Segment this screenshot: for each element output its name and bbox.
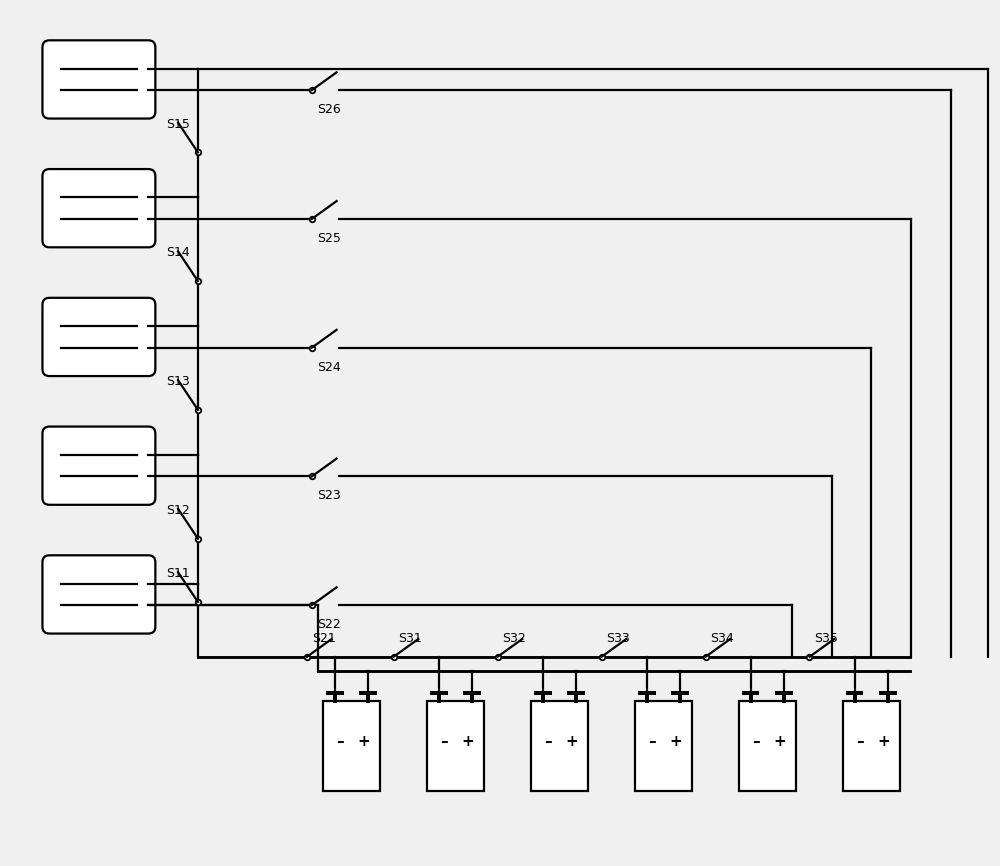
Text: –: – [336,734,343,748]
FancyBboxPatch shape [42,555,155,634]
Text: S13: S13 [166,375,190,388]
FancyBboxPatch shape [42,298,155,376]
Text: S22: S22 [317,618,341,631]
Text: S11: S11 [166,567,190,580]
Text: –: – [440,734,447,748]
Text: S33: S33 [606,632,630,645]
Text: +: + [773,734,786,748]
FancyBboxPatch shape [42,169,155,248]
Text: S34: S34 [710,632,734,645]
Text: –: – [856,734,863,748]
Text: +: + [565,734,578,748]
Text: S15: S15 [166,118,190,131]
Text: S24: S24 [317,360,341,373]
Text: S31: S31 [398,632,422,645]
Text: –: – [752,734,759,748]
Text: S23: S23 [317,489,341,502]
Text: +: + [461,734,474,748]
Text: +: + [357,734,370,748]
Text: S21: S21 [312,632,336,645]
Bar [843,701,900,791]
Text: +: + [877,734,890,748]
Text: S26: S26 [317,103,341,116]
Bar [427,701,484,791]
Bar [323,701,380,791]
Text: S14: S14 [166,246,190,259]
Bar [739,701,796,791]
Bar [635,701,692,791]
Text: S25: S25 [317,232,341,245]
Text: +: + [669,734,682,748]
FancyBboxPatch shape [42,427,155,505]
Text: S32: S32 [502,632,526,645]
Text: S35: S35 [814,632,838,645]
Text: –: – [544,734,551,748]
Text: –: – [648,734,655,748]
FancyBboxPatch shape [42,41,155,119]
Bar [531,701,588,791]
Text: S12: S12 [166,504,190,517]
